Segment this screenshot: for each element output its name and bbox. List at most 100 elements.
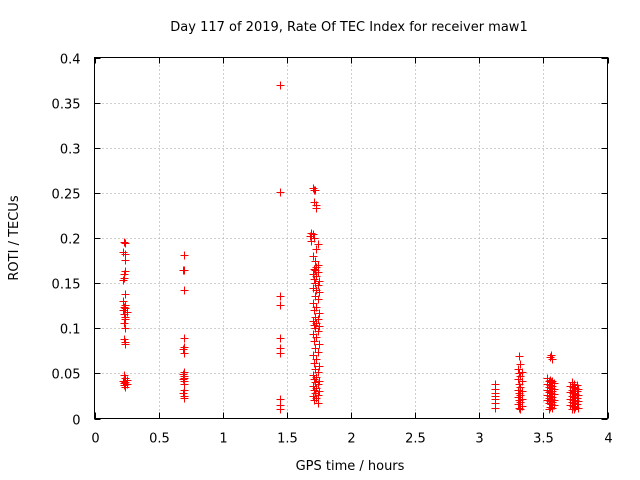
data-point-marker xyxy=(310,359,319,368)
data-point-marker xyxy=(314,281,323,290)
data-point-marker xyxy=(312,245,321,254)
data-point-marker xyxy=(180,266,189,275)
x-tick-label: 0.5 xyxy=(149,432,170,447)
data-point-marker xyxy=(306,232,315,241)
data-point-marker xyxy=(307,237,316,246)
data-point-marker xyxy=(121,290,130,299)
data-point-marker xyxy=(120,319,129,328)
data-point-marker xyxy=(315,387,324,396)
data-point-marker xyxy=(180,334,189,343)
data-point-marker xyxy=(276,188,285,197)
data-point-marker xyxy=(311,186,320,195)
x-tick-label: 3 xyxy=(475,432,483,447)
data-point-marker xyxy=(514,375,523,384)
data-point-marker xyxy=(312,394,321,403)
data-point-marker xyxy=(276,349,285,358)
data-point-marker xyxy=(315,277,324,286)
x-axis-title: GPS time / hours xyxy=(296,459,405,474)
data-point-marker xyxy=(180,251,189,260)
data-point-marker xyxy=(515,396,524,405)
data-point-marker xyxy=(516,391,525,400)
data-point-marker xyxy=(568,405,577,414)
x-tick-labels: 0 0.5 1 1.5 2 2.5 3 3.5 4 xyxy=(91,432,612,447)
y-tick-label: 0.15 xyxy=(52,278,81,293)
y-tick-label: 0.05 xyxy=(52,368,81,383)
data-point-marker xyxy=(312,333,321,342)
data-point-marker xyxy=(121,239,130,248)
data-point-marker xyxy=(119,297,128,306)
data-point-marker xyxy=(180,349,189,358)
data-point-marker xyxy=(314,240,323,249)
data-point-marker xyxy=(314,399,323,408)
data-point-marker xyxy=(516,360,525,369)
grid-lines xyxy=(94,57,608,419)
y-tick-label: 0.1 xyxy=(60,323,81,338)
y-tick-label: 0.4 xyxy=(60,53,81,68)
data-point-marker xyxy=(568,378,577,387)
data-point-marker xyxy=(545,405,554,414)
data-point-marker xyxy=(276,301,285,310)
x-tick-label: 0 xyxy=(91,432,99,447)
data-point-marker xyxy=(121,315,130,324)
y-tick-label: 0.3 xyxy=(60,143,81,158)
data-point-marker xyxy=(314,380,323,389)
data-point-marker xyxy=(119,248,128,257)
data-point-marker xyxy=(310,275,319,284)
data-point-marker xyxy=(516,405,525,414)
data-point-marker xyxy=(121,304,130,313)
data-point-marker xyxy=(121,324,130,333)
data-point-marker xyxy=(314,268,323,277)
data-point-marker xyxy=(120,238,129,247)
data-point-marker xyxy=(310,306,319,315)
data-point-marker xyxy=(120,381,129,390)
data-point-marker xyxy=(276,292,285,301)
x-tick-label: 2.5 xyxy=(405,432,426,447)
data-point-marker xyxy=(314,348,323,357)
data-point-marker xyxy=(315,340,324,349)
chart-title: Day 117 of 2019, Rate Of TEC Index for r… xyxy=(170,20,527,35)
x-tick-label: 1 xyxy=(219,432,227,447)
data-point-marker xyxy=(121,256,130,265)
data-point-marker xyxy=(309,252,318,261)
data-point-marker xyxy=(276,334,285,343)
data-point-marker xyxy=(121,340,130,349)
axis-ticks xyxy=(94,57,609,420)
data-point-marker xyxy=(314,295,323,304)
data-point-marker xyxy=(314,327,323,336)
data-point-marker xyxy=(546,353,555,362)
data-points xyxy=(119,81,583,414)
data-point-marker xyxy=(314,315,323,324)
data-point-marker xyxy=(315,309,324,318)
data-point-marker xyxy=(119,306,128,315)
data-point-marker xyxy=(515,352,524,361)
data-point-marker xyxy=(276,81,285,90)
data-point-marker xyxy=(514,400,523,409)
data-point-marker xyxy=(516,398,525,407)
y-tick-label: 0.35 xyxy=(52,98,81,113)
data-point-marker xyxy=(547,351,556,360)
data-point-marker xyxy=(120,274,129,283)
y-tick-label: 0.2 xyxy=(60,233,81,248)
x-tick-label: 1.5 xyxy=(277,432,298,447)
data-point-marker xyxy=(179,345,188,354)
data-point-marker xyxy=(315,288,324,297)
data-point-marker xyxy=(309,184,318,193)
data-point-marker xyxy=(314,368,323,377)
data-point-marker xyxy=(119,276,128,285)
data-point-marker xyxy=(546,403,555,412)
x-tick-label: 2 xyxy=(347,432,355,447)
y-axis-title: ROTI / TECUs xyxy=(7,195,22,280)
data-point-marker xyxy=(515,404,524,413)
data-point-marker xyxy=(179,375,188,384)
data-point-marker xyxy=(314,261,323,270)
y-tick-labels: 0 0.05 0.1 0.15 0.2 0.25 0.3 0.35 0.4 xyxy=(52,53,81,429)
data-point-marker xyxy=(180,286,189,295)
data-point-marker xyxy=(310,337,319,346)
x-tick-label: 3.5 xyxy=(533,432,554,447)
data-point-marker xyxy=(180,394,189,403)
data-point-marker xyxy=(574,404,583,413)
data-point-marker xyxy=(121,383,130,392)
data-point-marker xyxy=(312,355,321,364)
y-tick-label: 0.25 xyxy=(52,188,81,203)
data-point-marker xyxy=(312,204,321,213)
